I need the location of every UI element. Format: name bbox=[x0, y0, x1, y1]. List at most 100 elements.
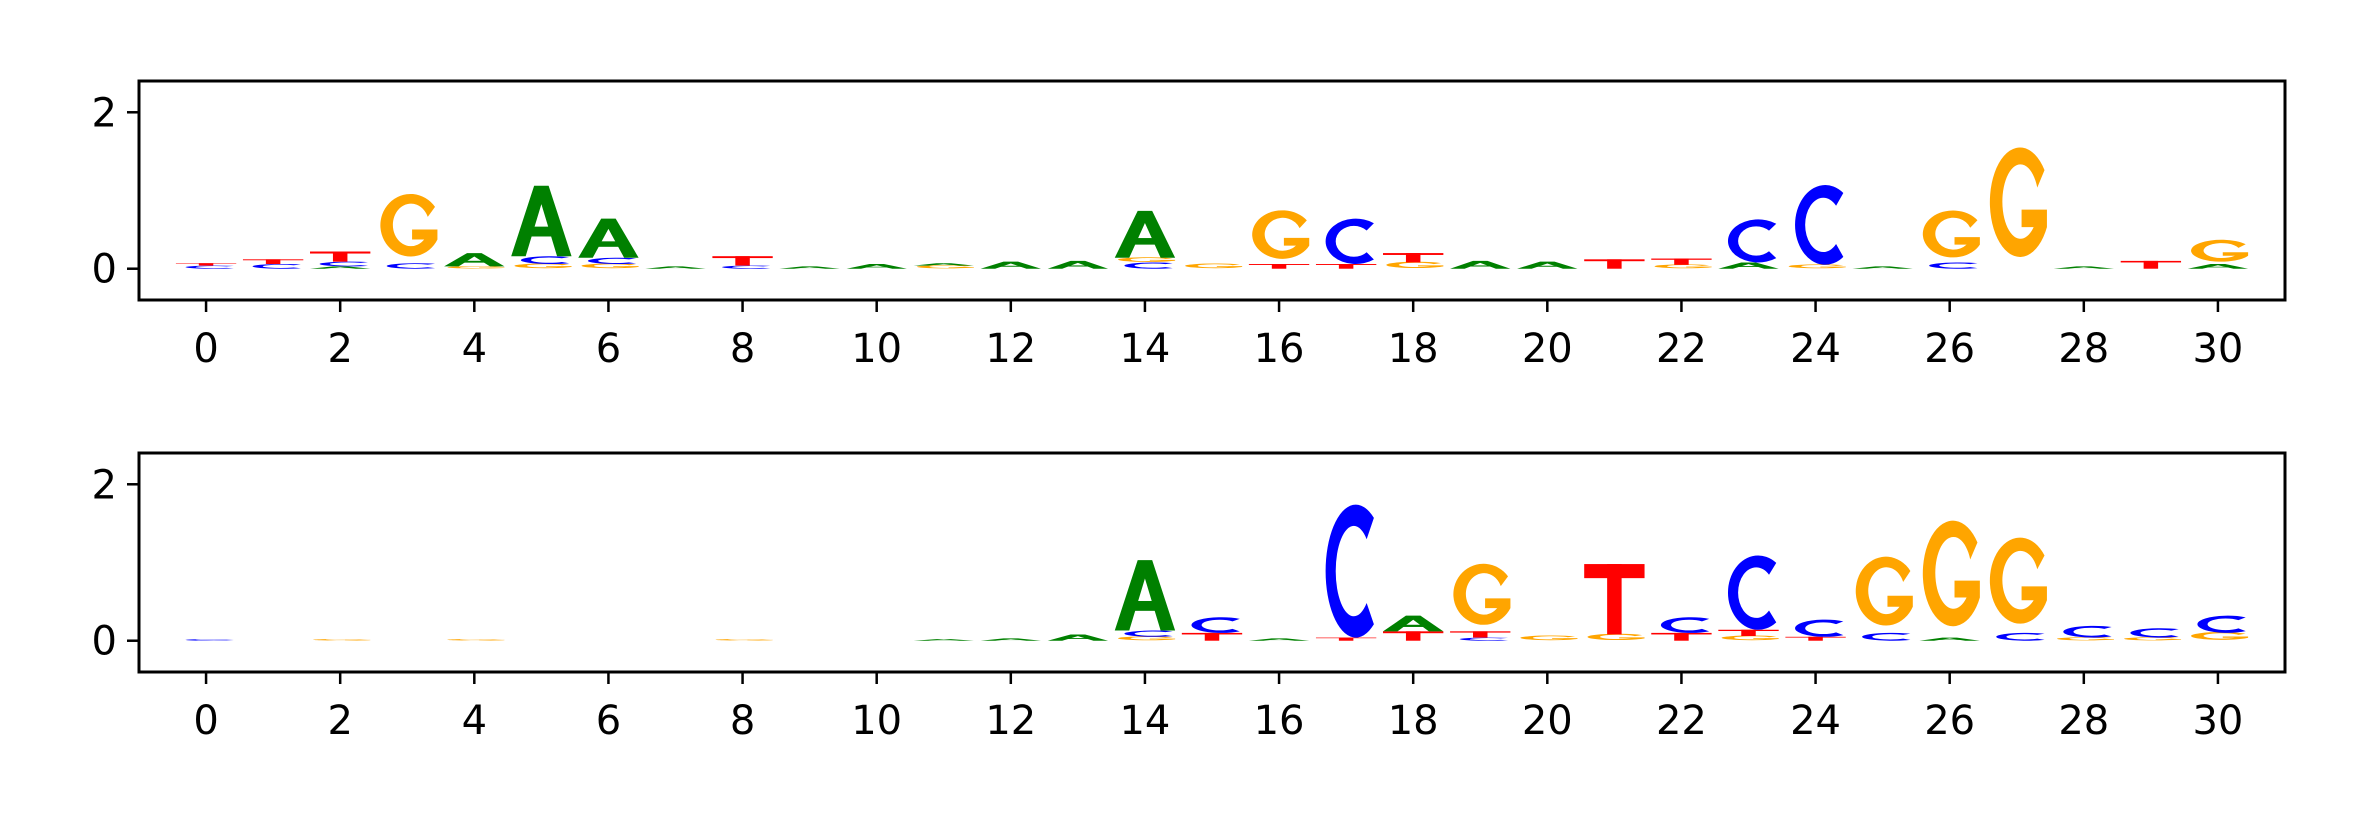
logo-letter-g-pos-23 bbox=[1721, 635, 1779, 641]
x-tick-label: 26 bbox=[1924, 326, 1975, 372]
logo-letter-g-pos-4 bbox=[447, 638, 505, 641]
x-tick-label: 0 bbox=[193, 698, 218, 744]
logo-letter-c-pos-15 bbox=[1191, 617, 1240, 633]
logo-letter-c-pos-5 bbox=[520, 256, 570, 265]
logo-letter-g-pos-30 bbox=[2191, 632, 2249, 640]
logo-letter-t-pos-22 bbox=[1651, 632, 1712, 641]
x-tick-label: 6 bbox=[596, 326, 621, 372]
logo-letter-c-pos-17 bbox=[1325, 504, 1374, 638]
x-axis: 0 2 4 6 8 10 12 14 16 18 20 22 24 26 28 30 bbox=[193, 672, 2243, 744]
logo-letter-t-pos-1 bbox=[242, 259, 304, 265]
logo-letter-a-pos-10 bbox=[846, 264, 907, 269]
logo-letter-t-pos-21 bbox=[1584, 259, 1645, 269]
logo-letter-g-pos-2 bbox=[313, 638, 371, 641]
logo-letter-c-pos-2 bbox=[319, 261, 368, 267]
x-tick-label: 18 bbox=[1388, 698, 1439, 744]
x-tick-label: 24 bbox=[1790, 326, 1841, 372]
y-tick-label: 0 bbox=[92, 619, 117, 665]
logo-letter-c-pos-14 bbox=[1124, 630, 1173, 637]
logo-letter-g-pos-16 bbox=[1252, 210, 1310, 259]
logo-letter-c-pos-23 bbox=[1727, 219, 1777, 263]
logo-letter-t-pos-23 bbox=[1718, 629, 1779, 637]
y-tick-label: 0 bbox=[92, 247, 117, 293]
logo-letter-t-pos-8 bbox=[712, 256, 773, 266]
y-axis: 02 bbox=[92, 90, 139, 293]
logo-letter-a-pos-12 bbox=[980, 638, 1041, 641]
logo-letter-g-pos-14 bbox=[1118, 257, 1176, 262]
logo-letter-t-pos-16 bbox=[1248, 264, 1310, 269]
logo-letter-t-pos-0 bbox=[175, 263, 237, 266]
logo-letter-a-pos-20 bbox=[1517, 261, 1578, 269]
x-tick-label: 8 bbox=[730, 326, 755, 372]
logo-letter-t-pos-2 bbox=[310, 251, 371, 262]
logo-letter-t-pos-17 bbox=[1315, 637, 1377, 641]
logo-letter-a-pos-12 bbox=[980, 261, 1041, 269]
logo-letter-g-pos-8 bbox=[715, 638, 773, 641]
x-tick-label: 30 bbox=[2192, 698, 2243, 744]
logo-letter-c-pos-29 bbox=[2130, 628, 2179, 638]
x-tick-label: 18 bbox=[1388, 326, 1439, 372]
logo-letter-a-pos-2 bbox=[310, 266, 371, 269]
logo-letter-a-pos-6 bbox=[578, 218, 639, 258]
logo-letter-c-pos-1 bbox=[252, 264, 301, 269]
logo-letter-g-pos-30 bbox=[2191, 239, 2249, 262]
logo-letter-g-pos-14 bbox=[1118, 636, 1176, 641]
logo-letter-g-pos-21 bbox=[1587, 633, 1645, 641]
x-tick-label: 2 bbox=[327, 698, 352, 744]
logo-letter-c-pos-30 bbox=[2197, 615, 2246, 633]
y-tick-label: 2 bbox=[92, 90, 117, 136]
logo-letter-g-pos-29 bbox=[2123, 637, 2182, 641]
logo-letter-c-pos-24 bbox=[1795, 185, 1844, 265]
x-tick-label: 8 bbox=[730, 698, 755, 744]
logo-letter-c-pos-14 bbox=[1124, 262, 1173, 269]
logo-letter-a-pos-28 bbox=[2053, 266, 2114, 269]
logo-letter-c-pos-8 bbox=[722, 265, 771, 269]
logo-letter-g-pos-3 bbox=[380, 193, 438, 257]
logo-letter-a-pos-7 bbox=[645, 266, 706, 269]
logo-letter-t-pos-15 bbox=[1181, 632, 1243, 641]
logo-letter-t-pos-17 bbox=[1315, 264, 1377, 269]
x-tick-label: 24 bbox=[1790, 698, 1841, 744]
logo-letter-c-pos-25 bbox=[1862, 632, 1911, 641]
logo-letter-g-pos-11 bbox=[916, 265, 974, 269]
logo-letter-t-pos-18 bbox=[1383, 253, 1444, 263]
logo-letter-t-pos-21 bbox=[1584, 564, 1645, 635]
x-tick-label: 6 bbox=[596, 698, 621, 744]
logo-letter-g-pos-18 bbox=[1386, 261, 1444, 269]
plot-frame bbox=[137, 79, 2287, 302]
logo-letter-c-pos-6 bbox=[587, 257, 637, 265]
x-tick-label: 30 bbox=[2192, 326, 2243, 372]
logo-letter-c-pos-22 bbox=[1660, 617, 1710, 633]
x-tick-label: 14 bbox=[1119, 698, 1170, 744]
x-tick-label: 14 bbox=[1119, 326, 1170, 372]
logo-letter-a-pos-14 bbox=[1114, 210, 1176, 258]
logo-letter-g-pos-27 bbox=[1989, 147, 2047, 257]
x-tick-label: 16 bbox=[1254, 698, 1305, 744]
logo-letter-g-pos-4 bbox=[447, 266, 505, 269]
logo-letter-c-pos-28 bbox=[2063, 625, 2112, 638]
x-tick-label: 20 bbox=[1522, 326, 1573, 372]
x-tick-label: 0 bbox=[193, 326, 218, 372]
logo-letter-t-pos-29 bbox=[2120, 260, 2182, 269]
logo-letter-g-pos-15 bbox=[1185, 263, 1243, 269]
logo-letter-c-pos-17 bbox=[1325, 218, 1374, 265]
logo-letter-a-pos-16 bbox=[1248, 638, 1310, 641]
x-tick-label: 4 bbox=[462, 326, 487, 372]
logo-letter-g-pos-20 bbox=[1520, 635, 1578, 641]
logo-letter-c-pos-26 bbox=[1929, 262, 1978, 269]
logo-letter-a-pos-14 bbox=[1114, 560, 1176, 631]
plot-frame bbox=[137, 451, 2287, 674]
y-axis: 02 bbox=[92, 462, 139, 665]
x-tick-label: 10 bbox=[851, 698, 902, 744]
x-tick-label: 4 bbox=[462, 698, 487, 744]
x-tick-label: 10 bbox=[851, 326, 902, 372]
logo-letter-a-pos-25 bbox=[1852, 266, 1913, 269]
logo-letter-t-pos-18 bbox=[1383, 631, 1444, 641]
x-tick-label: 28 bbox=[2058, 326, 2109, 372]
logo-letter-c-pos-3 bbox=[386, 263, 436, 269]
logo-letter-g-pos-26 bbox=[1922, 520, 1980, 627]
